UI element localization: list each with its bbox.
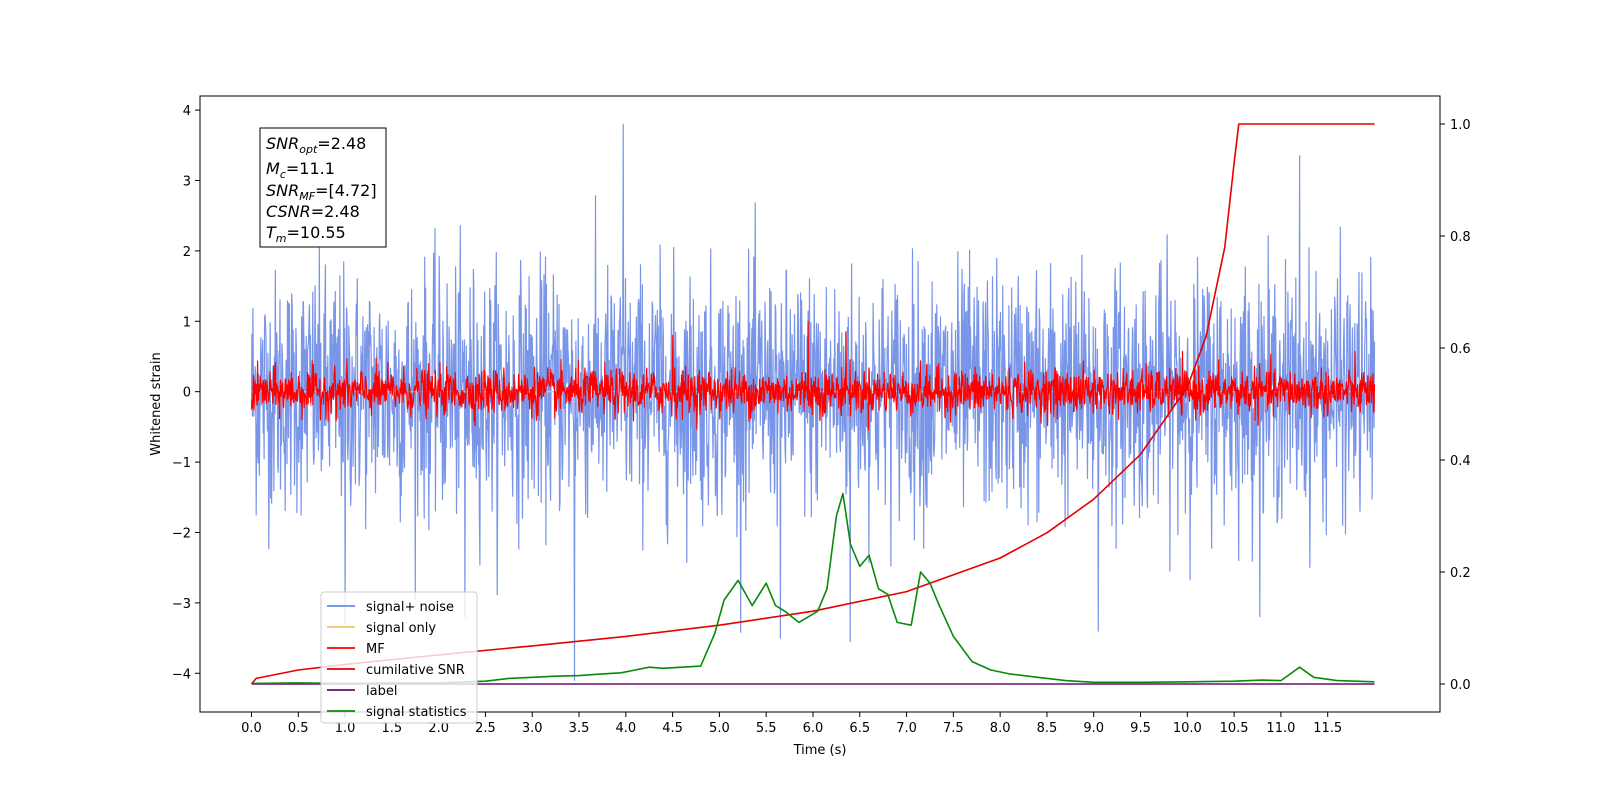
x-tick-label: 1.0	[335, 721, 356, 736]
y-axis-left-ticks: −4 −3 −2 −1 0 1 2 3 4	[172, 104, 200, 682]
legend-label: signal statistics	[366, 705, 467, 720]
y-left-tick-label: −1	[172, 456, 191, 471]
y-axis-label: Whitened strain	[149, 352, 164, 455]
legend-label: cumilative SNR	[366, 663, 465, 678]
info-csnr: CSNR=2.48	[266, 202, 360, 221]
x-tick-label: 9.0	[1083, 721, 1104, 736]
x-tick-label: 10.5	[1220, 721, 1249, 736]
y-left-tick-label: 0	[183, 386, 191, 401]
x-tick-label: 10.0	[1173, 721, 1202, 736]
x-tick-label: 1.5	[382, 721, 403, 736]
y-right-tick-label: 0.8	[1450, 230, 1471, 245]
legend-label: label	[366, 684, 397, 699]
x-tick-label: 4.5	[662, 721, 683, 736]
info-box: SNRopt=2.48 Mc=11.1 SNRMF=[4.72] CSNR=2.…	[259, 127, 387, 248]
axes-frame	[199, 95, 1441, 713]
x-tick-label: 2.5	[475, 721, 496, 736]
x-tick-label: 7.5	[943, 721, 964, 736]
y-left-tick-label: 2	[183, 245, 191, 260]
y-right-tick-label: 0.2	[1450, 566, 1471, 581]
series-line-signal-statistics	[251, 492, 1375, 685]
x-tick-label: 3.0	[522, 721, 543, 736]
info-snr-mf: SNRMF=[4.72]	[266, 181, 377, 203]
legend-label: MF	[366, 642, 385, 657]
x-tick-label: 9.5	[1130, 721, 1151, 736]
info-snr-opt: SNRopt=2.48	[266, 134, 366, 156]
x-tick-label: 6.5	[849, 721, 870, 736]
x-tick-label: 8.0	[990, 721, 1011, 736]
x-tick-label: 5.0	[709, 721, 730, 736]
y-right-tick-label: 0.0	[1450, 678, 1471, 693]
x-tick-label: 2.0	[428, 721, 449, 736]
x-tick-label: 11.5	[1313, 721, 1342, 736]
y-left-tick-label: −2	[172, 526, 191, 541]
x-tick-label: 0.5	[288, 721, 309, 736]
y-left-tick-label: −3	[172, 597, 191, 612]
x-tick-label: 7.0	[896, 721, 917, 736]
x-tick-label: 6.0	[803, 721, 824, 736]
x-tick-label: 0.0	[241, 721, 262, 736]
y-axis-right-ticks: 0.0 0.2 0.4 0.6 0.8 1.0	[1440, 118, 1471, 693]
legend: signal+ noise signal only MF cumilative SNR…	[320, 591, 478, 724]
info-tm: Tm=10.55	[266, 223, 346, 245]
legend-frame	[320, 591, 478, 724]
x-tick-label: 4.0	[615, 721, 636, 736]
y-left-tick-label: 3	[183, 174, 191, 189]
y-right-tick-label: 0.6	[1450, 342, 1471, 357]
y-right-tick-label: 0.4	[1450, 454, 1471, 469]
y-left-tick-label: 4	[183, 104, 191, 119]
x-axis-label: Time (s)	[793, 743, 847, 758]
x-tick-label: 8.5	[1037, 721, 1058, 736]
x-tick-label: 5.5	[756, 721, 777, 736]
y-left-tick-label: 1	[183, 315, 191, 330]
info-mc: Mc=11.1	[266, 159, 335, 181]
info-box-frame	[259, 127, 387, 248]
legend-label: signal only	[366, 621, 436, 636]
y-left-tick-label: −4	[172, 667, 191, 682]
y-right-tick-label: 1.0	[1450, 118, 1471, 133]
x-axis-ticks: 0.0 0.5 1.0 1.5 2.0 2.5 3.0 3.5 4.0 4.5 5.0 5.5 6.0 6…	[241, 712, 1342, 736]
legend-label: signal+ noise	[366, 600, 454, 615]
x-tick-label: 3.5	[569, 721, 590, 736]
x-tick-label: 11.0	[1266, 721, 1295, 736]
